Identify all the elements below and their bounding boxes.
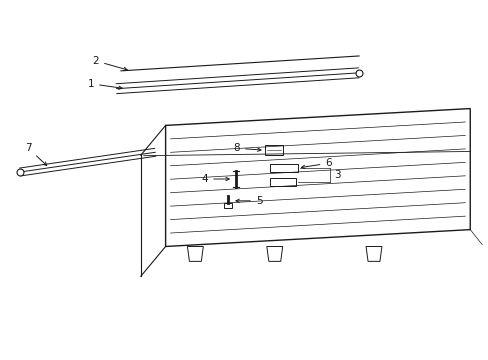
Text: 3: 3: [334, 170, 340, 180]
Text: 6: 6: [301, 158, 331, 168]
Text: 4: 4: [201, 174, 229, 184]
Text: 8: 8: [233, 143, 261, 153]
Text: 7: 7: [25, 143, 46, 166]
Bar: [224, 203, 232, 208]
Text: 5: 5: [236, 196, 262, 206]
Text: 2: 2: [92, 56, 127, 71]
Text: 1: 1: [87, 79, 122, 89]
